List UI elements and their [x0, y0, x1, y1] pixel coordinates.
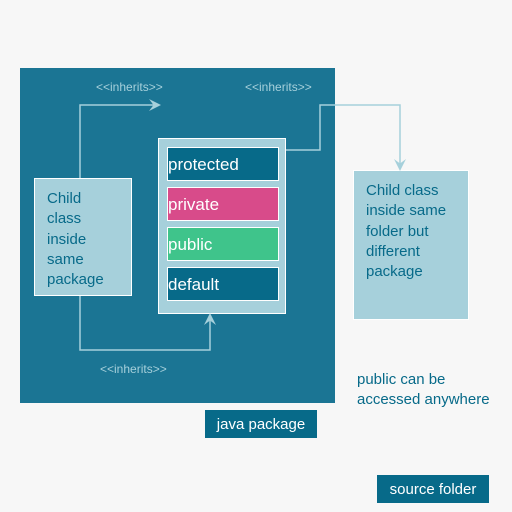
modifier-protected: protected [167, 147, 279, 181]
modifier-stack: protected private public default [158, 138, 286, 314]
source-folder-label-text: source folder [390, 481, 477, 498]
child-diff-package: Child class inside same folder but diffe… [353, 170, 469, 320]
modifier-private: private [167, 187, 279, 221]
inherits-label-right: <<inherits>> [245, 80, 312, 94]
java-package-label: java package [205, 410, 317, 438]
modifier-public-label: public [168, 235, 212, 254]
inherits-label-bottom: <<inherits>> [100, 362, 167, 376]
modifier-protected-label: protected [168, 155, 239, 174]
child-diff-package-text: Child class inside same folder but diffe… [366, 182, 446, 280]
note-public-anywhere: public can be accessed anywhere [357, 370, 497, 409]
modifier-private-label: private [168, 195, 219, 214]
modifier-default: default [167, 267, 279, 301]
inherits-label-left: <<inherits>> [96, 80, 163, 94]
child-same-package-text: Child class inside same package [47, 190, 104, 288]
note-text: public can be accessed anywhere [357, 371, 490, 408]
child-same-package: Child class inside same package [34, 178, 132, 296]
java-package-label-text: java package [217, 416, 305, 433]
source-folder-label: source folder [377, 475, 489, 503]
modifier-default-label: default [168, 275, 219, 294]
modifier-public: public [167, 227, 279, 261]
